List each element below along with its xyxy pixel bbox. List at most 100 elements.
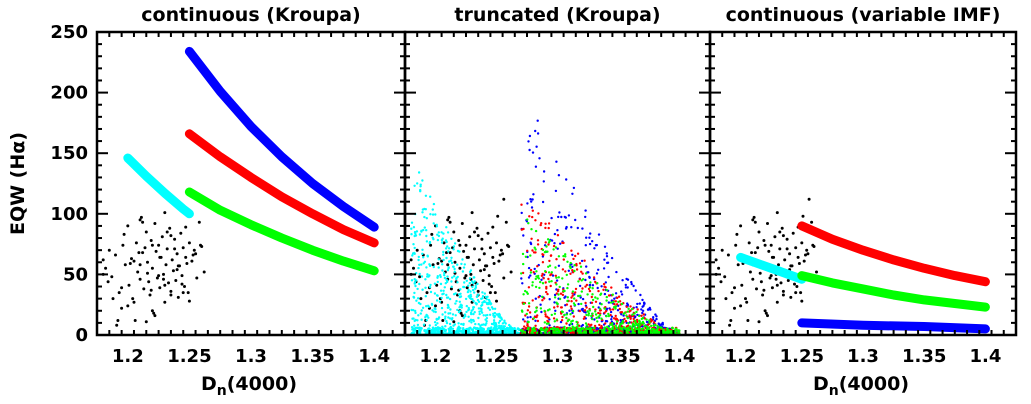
cloud-point <box>623 317 626 321</box>
data-point <box>153 222 157 225</box>
cloud-point <box>416 182 419 185</box>
data-point <box>488 291 492 295</box>
cloud-point <box>427 327 430 331</box>
cloud-point <box>539 280 542 284</box>
cloud-point <box>428 324 431 327</box>
cloud-point <box>521 310 524 313</box>
cloud-point <box>614 292 618 295</box>
cloud-point <box>568 265 572 268</box>
cloud-point <box>427 316 430 319</box>
observed-points <box>409 197 513 327</box>
cloud-point <box>617 295 621 298</box>
cloud-point <box>589 232 592 235</box>
cloud-point <box>414 309 417 313</box>
cloud-point <box>600 303 603 306</box>
data-point <box>487 274 491 278</box>
cloud-point <box>552 326 555 330</box>
cloud-point <box>589 324 592 327</box>
cloud-point <box>429 195 432 198</box>
data-point <box>788 252 792 256</box>
cloud-point <box>548 298 551 301</box>
cloud-point <box>594 310 597 313</box>
cloud-point <box>565 303 569 306</box>
x-tick-label: 1.2 <box>112 346 144 367</box>
cloud-point <box>640 314 643 317</box>
cloud-point <box>499 316 502 319</box>
cloud-point <box>435 299 439 302</box>
cloud-point <box>468 326 472 330</box>
cloud-point <box>547 277 550 281</box>
x-tick-label: 1.2 <box>725 346 757 367</box>
cloud-point <box>425 234 428 238</box>
data-point <box>762 239 766 242</box>
cloud-point <box>452 324 455 327</box>
cloud-point <box>556 302 559 306</box>
cloud-point <box>578 262 582 265</box>
cloud-point <box>419 302 422 306</box>
data-point <box>804 253 807 257</box>
cloud-point <box>524 289 527 293</box>
cloud-point <box>634 289 637 292</box>
cloud-point <box>607 312 610 316</box>
cloud-point <box>467 288 470 292</box>
cloud-point <box>534 277 537 281</box>
cloud-point <box>421 179 424 182</box>
data-point <box>480 237 484 241</box>
cloud-point <box>558 211 561 214</box>
cloud-point <box>472 276 475 279</box>
data-point <box>785 237 789 241</box>
cloud-point <box>529 254 532 257</box>
cloud-point <box>411 254 414 257</box>
cloud-point <box>611 293 614 296</box>
cloud-point <box>462 323 465 327</box>
data-point <box>752 215 756 219</box>
data-point <box>750 251 754 255</box>
cloud-point <box>592 326 596 330</box>
cloud-point <box>419 312 422 315</box>
data-point <box>186 291 190 295</box>
cloud-point <box>566 299 569 303</box>
cloud-point <box>429 283 432 287</box>
cloud-point <box>529 198 532 201</box>
cloud-point <box>462 327 465 330</box>
y-tick-label: 50 <box>63 264 88 285</box>
data-point <box>785 247 789 251</box>
cloud-point <box>597 233 601 236</box>
cloud-point <box>596 320 599 323</box>
cloud-point <box>591 293 594 296</box>
cloud-point <box>474 284 477 287</box>
cloud-point <box>475 302 478 305</box>
cloud-point <box>580 279 583 282</box>
cloud-point <box>544 226 547 230</box>
data-point <box>770 286 774 290</box>
series-band <box>797 318 990 334</box>
cloud-point <box>453 242 457 245</box>
cloud-point <box>522 293 525 296</box>
data-point <box>141 251 145 255</box>
cloud-point <box>610 286 613 289</box>
cloud-point <box>583 309 587 312</box>
cloud-point <box>633 324 637 327</box>
cloud-point <box>432 265 435 269</box>
data-point <box>147 280 151 284</box>
cloud-point <box>443 273 446 277</box>
data-point <box>447 215 451 219</box>
cloud-point <box>444 315 447 318</box>
cloud-point <box>596 286 599 290</box>
cloud-point <box>559 306 563 309</box>
data-point <box>184 255 188 259</box>
data-point <box>491 255 495 259</box>
data-point <box>476 289 480 293</box>
cloud-point <box>546 238 550 241</box>
cloud-point <box>436 276 439 279</box>
cloud-point <box>452 293 456 296</box>
cloud-point <box>520 272 523 275</box>
cloud-point <box>420 230 423 233</box>
cloud-point <box>598 309 602 312</box>
data-point <box>770 255 774 259</box>
cloud-point <box>533 246 536 249</box>
cloud-point <box>600 285 603 288</box>
cloud-point <box>621 279 624 282</box>
series-band <box>184 46 379 232</box>
cloud-point <box>429 290 433 294</box>
